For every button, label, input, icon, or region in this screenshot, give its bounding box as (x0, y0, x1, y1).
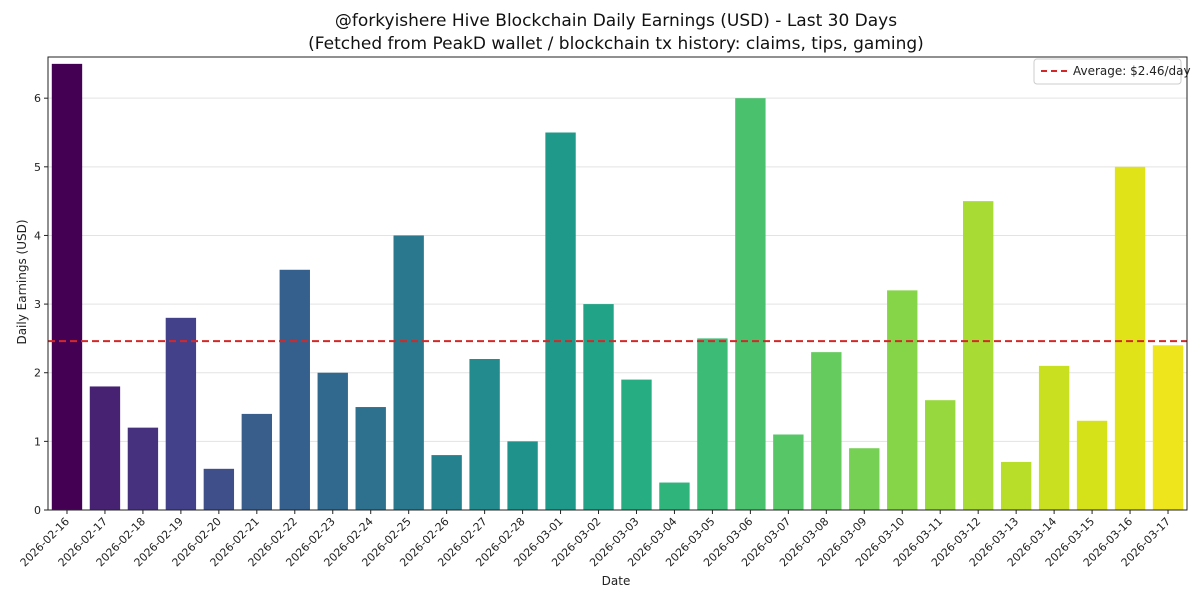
bar-2026-03-10 (887, 290, 918, 510)
bar-2026-02-20 (203, 468, 235, 510)
bar-2026-02-25 (393, 235, 424, 511)
bar-2026-02-18 (127, 427, 159, 510)
bar-2026-03-03 (621, 379, 652, 510)
bar-2026-02-27 (469, 359, 500, 510)
bar-2026-03-16 (1114, 166, 1146, 510)
y-axis-label: Daily Earnings (USD) (15, 219, 29, 344)
bar-2026-03-02 (583, 304, 614, 510)
grid-lines (48, 97, 1187, 511)
bar-2026-03-17 (1152, 345, 1184, 510)
bar-2026-03-13 (1000, 461, 1032, 510)
x-axis-ticks: 2026-02-162026-02-172026-02-182026-02-19… (18, 510, 1173, 569)
chart-title: @forkyishere Hive Blockchain Daily Earni… (335, 11, 897, 31)
bar-2026-02-23 (317, 372, 348, 510)
bar-2026-02-28 (507, 441, 538, 510)
bar-2026-03-06 (735, 98, 766, 510)
bar-2026-03-11 (925, 400, 956, 510)
x-axis-label: Date (602, 574, 631, 588)
bar-2026-03-14 (1038, 365, 1070, 510)
legend-box (1033, 58, 1182, 85)
y-tick-label: 3 (34, 298, 41, 311)
bar-2026-02-26 (431, 455, 462, 510)
bar-2026-03-08 (811, 352, 842, 510)
bar-2026-02-17 (89, 386, 121, 510)
bar-2026-03-05 (697, 338, 728, 510)
bar-2026-03-01 (545, 132, 576, 510)
bar-2026-02-24 (355, 407, 386, 510)
chart-subtitle: (Fetched from PeakD wallet / blockchain … (308, 34, 924, 54)
bar-2026-02-21 (241, 413, 273, 510)
bar-2026-03-12 (962, 201, 994, 511)
bar-2026-02-19 (165, 317, 197, 510)
y-tick-label: 2 (34, 367, 41, 380)
bar-2026-02-16 (51, 63, 83, 510)
legend: Average: $2.46/day (1033, 58, 1191, 85)
y-tick-label: 0 (34, 504, 41, 517)
y-tick-label: 1 (34, 435, 41, 448)
bar-2026-03-04 (659, 482, 690, 510)
bar-2026-03-09 (849, 448, 880, 510)
y-tick-label: 4 (34, 229, 41, 242)
bar-2026-03-07 (773, 434, 804, 510)
bars (51, 63, 1184, 511)
y-axis-ticks: 0 1 2 3 4 5 6 (34, 92, 48, 517)
legend-average-label: Average: $2.46/day (1073, 64, 1191, 78)
bar-2026-03-15 (1076, 420, 1108, 510)
plot-frame (47, 56, 1188, 511)
y-tick-label: 6 (34, 92, 41, 105)
y-tick-label: 5 (34, 161, 41, 174)
bar-2026-02-22 (279, 269, 310, 510)
